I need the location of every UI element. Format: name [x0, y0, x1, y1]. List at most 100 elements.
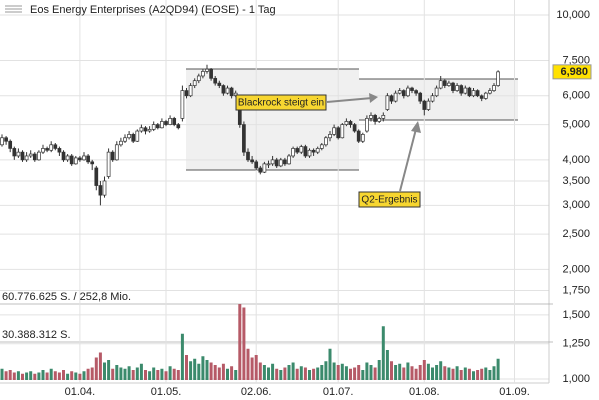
volume-bar — [373, 367, 377, 380]
candle-body — [336, 127, 341, 139]
volume-bar — [295, 368, 299, 380]
volume-bar — [390, 361, 393, 380]
annotation-boxes — [186, 68, 518, 171]
volume-bar — [172, 368, 176, 380]
candle-body — [110, 151, 115, 161]
volume-bar — [340, 363, 344, 380]
candle-body — [266, 163, 271, 166]
candle-body — [57, 148, 62, 153]
candle-body — [217, 82, 222, 86]
volume-bar — [381, 326, 385, 380]
volume-bar — [33, 373, 37, 380]
y-tick-label: 1,750 — [562, 284, 590, 296]
candle-body — [176, 124, 181, 129]
candle-body — [209, 68, 213, 79]
candle-body — [155, 124, 160, 129]
volume-bar — [443, 366, 447, 380]
volume-bar — [213, 365, 217, 380]
candle-body — [106, 151, 111, 177]
volume-bar — [156, 370, 160, 380]
volume-bar — [90, 367, 94, 380]
range-box — [359, 79, 518, 120]
candle-body — [201, 71, 205, 77]
candle-body — [471, 90, 476, 97]
volume-bar — [303, 367, 307, 380]
candle-body — [127, 134, 131, 139]
volume-bar — [279, 370, 283, 380]
candle-body — [160, 121, 164, 129]
candle-body — [49, 144, 54, 151]
candle-body — [438, 80, 443, 89]
candle-body — [229, 87, 234, 97]
arrow-head — [369, 93, 378, 103]
volume-bar — [484, 367, 488, 380]
candle-body — [488, 90, 492, 94]
volume-bar — [193, 358, 197, 380]
volume-bar — [242, 307, 246, 380]
volume-bar — [353, 367, 357, 380]
y-tick-label: 10,000 — [556, 9, 590, 21]
volume-bar — [226, 368, 229, 380]
x-tick-label: 01.05. — [151, 386, 182, 398]
volume-bar — [336, 365, 340, 380]
candle-body — [348, 121, 353, 125]
volume-bar — [148, 371, 152, 380]
candle-body — [492, 85, 496, 91]
candle-body — [299, 146, 304, 153]
candle-body — [397, 90, 402, 94]
volume-bar — [127, 366, 131, 380]
candle-body — [16, 151, 21, 157]
candle-body — [447, 82, 451, 86]
volume-bar — [398, 363, 402, 380]
volume-bar — [492, 366, 496, 380]
volume-bar — [287, 365, 291, 380]
candle-body — [242, 124, 246, 153]
candle-body — [37, 151, 41, 161]
annotation-box — [358, 191, 421, 208]
volume-bar — [275, 368, 279, 380]
candle-body — [278, 159, 283, 167]
candle-body — [303, 146, 308, 157]
candle-body — [344, 121, 349, 125]
candle-body — [184, 90, 189, 97]
candle-body — [442, 80, 447, 86]
candle-body — [381, 115, 386, 119]
volume-bar — [234, 370, 238, 380]
candle-body — [352, 124, 357, 132]
candle-body — [53, 144, 58, 149]
candle-body — [307, 149, 312, 157]
volume-bar — [418, 365, 422, 380]
candle-body — [356, 130, 361, 142]
volume-bar — [135, 367, 139, 380]
candle-body — [32, 153, 37, 161]
volume-bar — [476, 370, 480, 380]
candle-body — [102, 180, 107, 196]
volume-bar — [53, 371, 57, 380]
marks-layer — [0, 64, 500, 380]
volume-bar — [160, 368, 164, 380]
volume-bar — [422, 360, 426, 380]
annotation-layer: Blackrock steigt ein Q2-Ergebnis Eos Ene… — [2, 4, 592, 398]
volume-bar — [447, 367, 451, 380]
candle-body — [426, 100, 431, 110]
candle-body — [324, 137, 328, 146]
x-tick-label: 01.04. — [65, 386, 96, 398]
volume-bar — [41, 370, 45, 380]
candle-body — [365, 118, 369, 132]
volume-bar — [180, 333, 184, 380]
volume-bar — [115, 365, 119, 380]
candle-body — [262, 163, 267, 173]
candle-body — [86, 155, 90, 163]
volume-bar — [82, 371, 86, 380]
volume-bar — [86, 368, 90, 380]
candle-body — [143, 127, 148, 132]
candle-body — [69, 155, 74, 165]
candle-body — [287, 155, 291, 165]
candle-body — [147, 129, 152, 132]
candle-body — [373, 115, 377, 122]
candle-body — [28, 153, 33, 157]
candle-body — [401, 90, 406, 97]
volume-bar — [283, 367, 287, 380]
volume-bar — [0, 368, 4, 380]
